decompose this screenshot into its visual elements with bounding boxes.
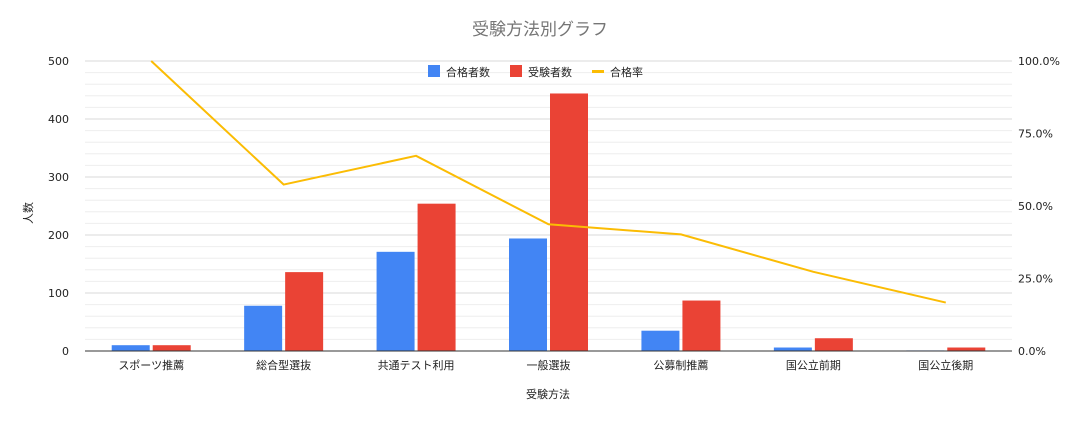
chart-title: 受験方法別グラフ bbox=[472, 20, 608, 40]
y2-tick-label: 100.0% bbox=[1018, 55, 1060, 68]
bar-合格者数-総合型選抜 bbox=[244, 305, 283, 351]
bar-受験者数-公募制推薦 bbox=[682, 300, 721, 351]
y-axis-right: 0.0% 25.0% 50.0% 75.0% 100.0% bbox=[1018, 55, 1060, 358]
grid bbox=[85, 60, 1012, 352]
bar-受験者数-総合型選抜 bbox=[285, 272, 324, 351]
y2-tick-label: 25.0% bbox=[1018, 273, 1053, 286]
x-tick-label: 国公立後期 bbox=[918, 358, 973, 372]
legend: 合格者数 受験者数 合格率 bbox=[428, 65, 643, 79]
legend-swatch bbox=[592, 70, 604, 73]
legend-label: 受験者数 bbox=[528, 65, 572, 79]
bar-受験者数-共通テスト利用 bbox=[417, 203, 456, 351]
bar-合格者数-国公立前期 bbox=[773, 347, 812, 351]
x-tick-label: 国公立前期 bbox=[786, 358, 841, 372]
y-tick-label: 500 bbox=[48, 55, 69, 68]
x-axis: スポーツ推薦 総合型選抜 共通テスト利用 一般選抜 公募制推薦 国公立前期 国公立後期 bbox=[118, 358, 973, 372]
bar-受験者数-国公立後期 bbox=[947, 347, 986, 351]
y-tick-label: 300 bbox=[48, 171, 69, 184]
x-axis-title: 受験方法 bbox=[526, 387, 570, 401]
y-tick-label: 100 bbox=[48, 287, 69, 300]
y-axis-title: 人数 bbox=[22, 202, 35, 224]
legend-label: 合格率 bbox=[610, 65, 643, 79]
y-tick-label: 0 bbox=[62, 345, 69, 358]
y-axis-left: 0 100 200 300 400 500 bbox=[48, 55, 69, 358]
bar-合格者数-スポーツ推薦 bbox=[111, 345, 150, 351]
bar-合格者数-一般選抜 bbox=[509, 238, 547, 351]
x-tick-label: 共通テスト利用 bbox=[378, 359, 455, 372]
y2-tick-label: 50.0% bbox=[1018, 200, 1053, 213]
bar-受験者数-国公立前期 bbox=[814, 338, 853, 351]
bar-合格者数-公募制推薦 bbox=[641, 330, 680, 351]
y2-tick-label: 0.0% bbox=[1018, 345, 1046, 358]
x-tick-label: 公募制推薦 bbox=[653, 358, 708, 372]
legend-swatch bbox=[510, 65, 522, 77]
bar-受験者数-スポーツ推薦 bbox=[152, 345, 191, 351]
x-tick-label: スポーツ推薦 bbox=[118, 358, 184, 372]
x-tick-label: 一般選抜 bbox=[527, 358, 571, 372]
line-合格率 bbox=[150, 60, 947, 304]
rate-line-group bbox=[85, 60, 1012, 352]
bar-合格者数-共通テスト利用 bbox=[376, 251, 415, 351]
bars bbox=[111, 93, 986, 351]
legend-swatch bbox=[428, 65, 440, 77]
y-tick-label: 200 bbox=[48, 229, 69, 242]
y-tick-label: 400 bbox=[48, 113, 69, 126]
x-tick-label: 総合型選抜 bbox=[256, 358, 311, 372]
y2-tick-label: 75.0% bbox=[1018, 128, 1053, 141]
bar-受験者数-一般選抜 bbox=[550, 93, 588, 351]
legend-label: 合格者数 bbox=[446, 65, 490, 79]
